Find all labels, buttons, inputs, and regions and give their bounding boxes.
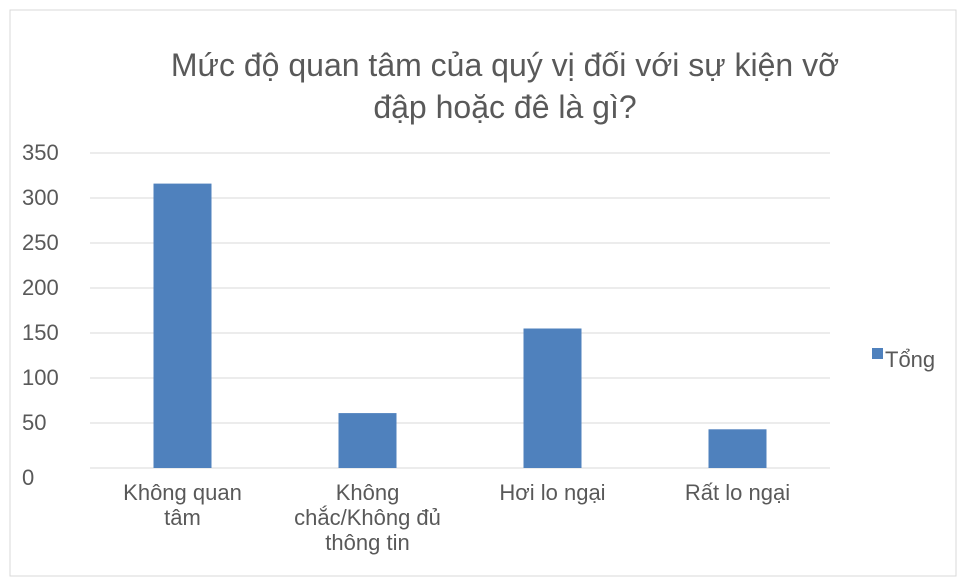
x-tick-label: Không quan tâm [123, 480, 242, 530]
x-tick-label: Rất lo ngại [684, 480, 791, 505]
y-tick-label: 150 [22, 320, 59, 345]
bar [708, 429, 767, 468]
y-tick-label: 300 [22, 185, 59, 210]
legend-label: Tổng [885, 347, 936, 372]
y-tick-label: 200 [22, 275, 59, 300]
y-tick-label: 100 [22, 365, 59, 390]
y-tick-label: 350 [22, 140, 59, 165]
bar [338, 413, 397, 468]
x-tick-label: Không chắc/Không đủ thông tin [294, 480, 441, 555]
bar [523, 328, 582, 468]
y-tick-label: 50 [22, 410, 47, 435]
chart-title: Mức độ quan tâm của quý vị đối với sự ki… [170, 47, 840, 125]
y-tick-label: 0 [22, 465, 35, 490]
y-tick-label: 250 [22, 230, 59, 255]
bar [153, 183, 212, 468]
legend-swatch [872, 348, 883, 359]
x-tick-label: Hơi lo ngại [499, 480, 606, 505]
